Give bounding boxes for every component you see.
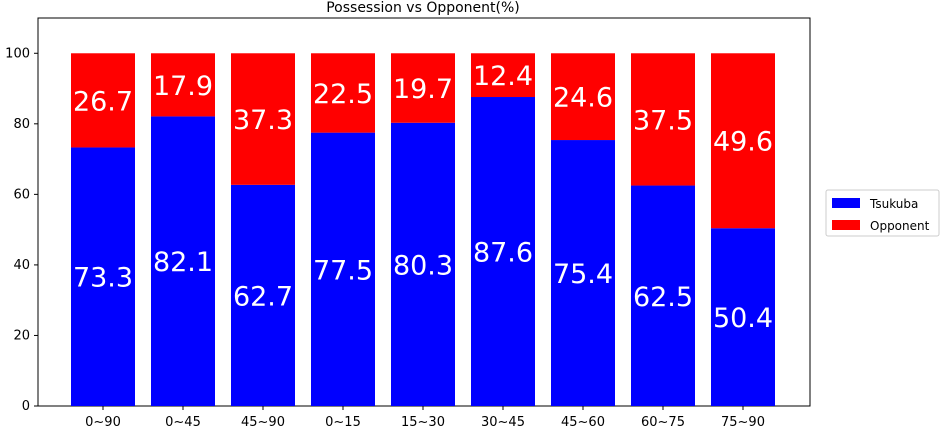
x-tick-label: 0~90 bbox=[85, 415, 121, 429]
bars-group: 73.3 26.7 82.1 17.9 62.7 37.3 77.5 22.5 80.3 19.7… bbox=[71, 53, 775, 407]
bar-tsukuba bbox=[711, 228, 775, 406]
bar-opponent bbox=[471, 53, 535, 98]
bar-value-label: 49.6 bbox=[713, 127, 773, 158]
y-tick-label: 40 bbox=[13, 258, 30, 273]
bar-value-label: 26.7 bbox=[73, 86, 133, 117]
plot-area: 73.3 26.7 82.1 17.9 62.7 37.3 77.5 22.5 80.3 19.7… bbox=[5, 17, 811, 429]
legend-swatch bbox=[832, 220, 860, 230]
bar-tsukuba bbox=[311, 132, 375, 407]
x-tick-label: 30~45 bbox=[481, 415, 525, 429]
x-tick-label: 45~90 bbox=[241, 415, 285, 429]
bar-value-label: 19.7 bbox=[393, 74, 453, 105]
bar-opponent bbox=[311, 53, 375, 133]
x-tick-label: 75~90 bbox=[721, 415, 765, 429]
legend: Tsukuba Opponent bbox=[825, 189, 940, 237]
bar-value-label: 22.5 bbox=[313, 79, 373, 110]
y-tick-label: 20 bbox=[13, 328, 30, 343]
y-axis: 0 20 40 60 80 100 bbox=[5, 46, 38, 414]
chart-title: Possession vs Opponent(%) bbox=[326, 0, 520, 16]
bar-value-label: 17.9 bbox=[153, 71, 213, 102]
x-tick-label: 60~75 bbox=[641, 415, 685, 429]
x-tick-label: 15~30 bbox=[401, 415, 445, 429]
bar-tsukuba bbox=[71, 147, 135, 406]
x-tick-label: 45~60 bbox=[561, 415, 605, 429]
bar-opponent bbox=[551, 53, 615, 141]
bar-value-label: 77.5 bbox=[313, 255, 373, 286]
bar-tsukuba bbox=[551, 140, 615, 406]
bar-tsukuba bbox=[151, 116, 215, 406]
bar-tsukuba bbox=[391, 122, 455, 406]
x-tick-label: 0~15 bbox=[325, 415, 361, 429]
bar-value-label: 73.3 bbox=[73, 263, 133, 294]
y-tick-label: 0 bbox=[22, 399, 30, 414]
bar-tsukuba bbox=[471, 97, 535, 406]
bar-value-label: 50.4 bbox=[713, 303, 773, 334]
bar-opponent bbox=[391, 53, 455, 123]
bar-value-label: 37.5 bbox=[633, 105, 693, 136]
bar-value-label: 62.5 bbox=[633, 282, 693, 313]
bar-value-label: 12.4 bbox=[473, 61, 533, 92]
legend-label: Tsukuba bbox=[869, 197, 918, 211]
bar-value-label: 24.6 bbox=[553, 83, 613, 114]
bar-value-label: 37.3 bbox=[233, 105, 293, 136]
x-tick-label: 0~45 bbox=[165, 415, 201, 429]
bar-value-label: 82.1 bbox=[153, 247, 213, 278]
bar-tsukuba bbox=[631, 185, 695, 406]
legend-label: Opponent bbox=[870, 219, 930, 233]
legend-swatch bbox=[832, 198, 860, 208]
bar-value-label: 80.3 bbox=[393, 250, 453, 281]
bar-opponent bbox=[231, 53, 295, 185]
y-tick-label: 80 bbox=[13, 117, 30, 132]
x-axis: 0~90 0~45 45~90 0~15 15~30 30~45 45~60 60~75 75~… bbox=[85, 406, 765, 429]
bar-value-label: 87.6 bbox=[473, 238, 533, 269]
bar-value-label: 75.4 bbox=[553, 259, 613, 290]
bar-tsukuba bbox=[231, 184, 295, 406]
bar-opponent bbox=[151, 53, 215, 117]
y-tick-label: 60 bbox=[13, 187, 30, 202]
bar-opponent bbox=[631, 53, 695, 186]
bar-opponent bbox=[71, 53, 135, 148]
y-tick-label: 100 bbox=[5, 46, 30, 61]
bar-opponent bbox=[711, 53, 775, 229]
bar-value-label: 62.7 bbox=[233, 281, 293, 312]
